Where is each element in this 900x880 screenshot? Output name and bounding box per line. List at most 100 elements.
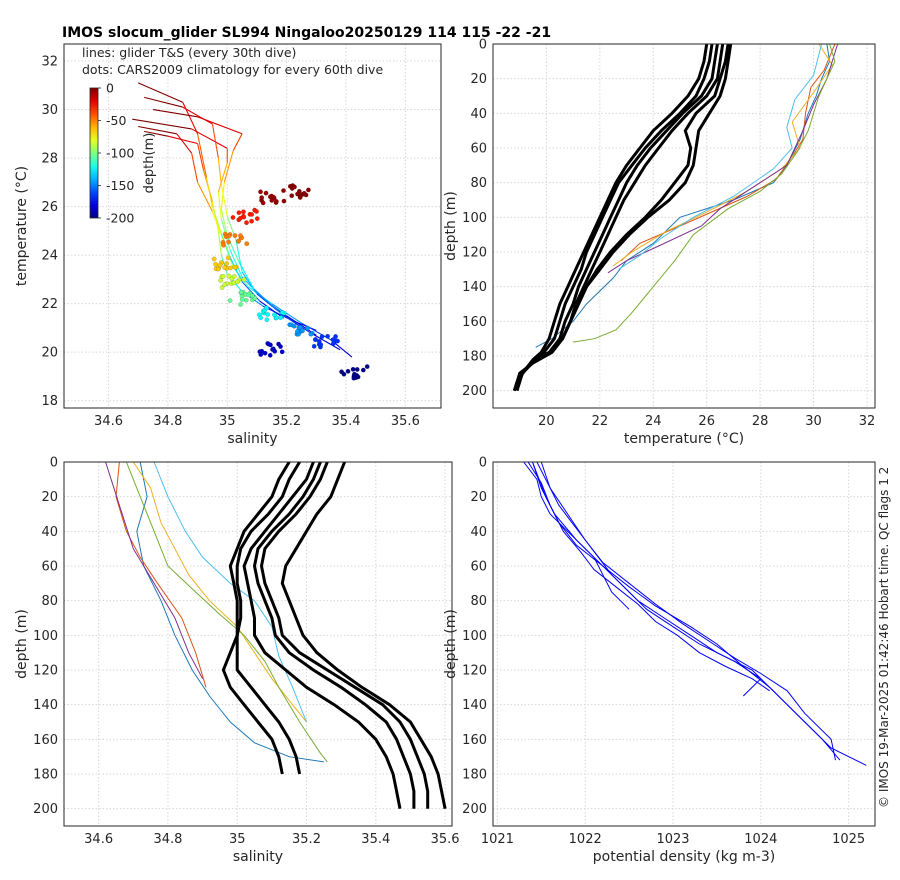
climatology-dot — [312, 337, 318, 343]
climatology-dot — [238, 302, 243, 307]
climatology-dot — [254, 216, 260, 222]
climatology-dot — [232, 264, 238, 270]
glider-ts-segment — [220, 233, 231, 258]
x-axis-label: salinity — [233, 849, 283, 865]
climatology-dot — [273, 199, 279, 204]
colorbar-tick-label: -150 — [106, 178, 134, 193]
y-tick-label: 20 — [41, 346, 58, 361]
climatology-profile-line — [512, 43, 709, 392]
glider-ts-segment — [211, 123, 219, 159]
x-tick-label: 35.4 — [332, 414, 361, 429]
y-tick-label: 60 — [470, 142, 487, 157]
climatology-dot — [213, 261, 219, 267]
glider-ts-segment — [137, 82, 183, 103]
climatology-dot — [289, 193, 295, 199]
glider-ts-segment — [176, 133, 193, 154]
density-profile-line — [532, 461, 841, 761]
axes-box — [63, 43, 442, 409]
glider-ts-segment — [211, 211, 225, 244]
climatology-dot — [341, 371, 347, 377]
glider-ts-segment — [138, 125, 177, 135]
glider-ts-segment — [256, 293, 276, 309]
climatology-dot — [294, 329, 300, 334]
legend-line: dots: CARS2009 climatology for every 60t… — [82, 62, 383, 77]
y-tick-label: 200 — [462, 384, 487, 399]
y-tick-label: 120 — [462, 246, 487, 261]
glider-ts-segment — [217, 191, 222, 219]
y-tick-label: 40 — [470, 107, 487, 122]
climatology-profile-line — [221, 461, 291, 775]
legend-line: lines: glider T&S (every 30th dive) — [82, 45, 296, 60]
climatology-dot — [249, 212, 255, 217]
x-tick-label: 34.8 — [153, 414, 182, 429]
climatology-dot — [311, 343, 317, 349]
axes-box — [492, 43, 876, 409]
y-axis-label: depth (m) — [443, 609, 459, 679]
glider-ts-segment — [197, 116, 243, 135]
depth-colorbar: 0 -50 -100 -150 -200 depth(m) — [89, 81, 157, 226]
glider-profile-line — [607, 43, 839, 274]
density-profile-line — [532, 461, 630, 610]
y-tick-label: 80 — [41, 594, 58, 609]
climatology-dot — [300, 328, 305, 334]
y-tick-label: 28 — [41, 152, 58, 167]
climatology-dot — [236, 238, 241, 244]
climatology-profile-line — [537, 43, 714, 358]
y-tick-label: 180 — [462, 350, 487, 365]
climatology-dot — [287, 183, 293, 189]
glider-ts-segment — [223, 150, 234, 183]
y-tick-label: 80 — [470, 176, 487, 191]
climatology-dot — [241, 277, 247, 282]
climatology-dot — [345, 368, 351, 374]
x-tick-label: 30 — [805, 414, 822, 429]
climatology-profile-line — [242, 461, 402, 809]
chart-ts: 34.6 34.8 35 35.2 35.4 35.6 18 20 22 24 26 28 30 32 sa… — [14, 43, 442, 447]
x-tick-label: 24 — [645, 414, 662, 429]
glider-ts-segment — [191, 153, 199, 183]
axes-box — [492, 461, 876, 827]
y-tick-label: 120 — [33, 664, 58, 679]
climatology-dot — [278, 315, 284, 321]
density-profile-line — [540, 461, 836, 761]
y-tick-label: 140 — [462, 280, 487, 295]
climatology-dot — [351, 375, 357, 381]
climatology-dot — [220, 274, 226, 279]
x-tick-label: 35.6 — [391, 414, 420, 429]
colorbar-tick-label: -100 — [106, 146, 134, 161]
glider-ts-segment — [232, 133, 243, 152]
y-tick-label: 20 — [41, 490, 58, 505]
y-tick-label: 160 — [462, 733, 487, 748]
climatology-dot — [333, 334, 338, 339]
climatology-dot — [281, 198, 287, 204]
climatology-dot — [279, 310, 285, 315]
climatology-dot — [243, 297, 249, 303]
chart-tz: 20 22 24 26 28 30 32 0 20 40 60 80 100 120 140 160 180 20… — [443, 38, 876, 447]
climatology-dot — [217, 262, 223, 268]
climatology-profile-line — [252, 461, 416, 809]
copyright-side-text: © IMOS 19-Mar-2025 01:42:46 Hobart time.… — [877, 467, 891, 808]
chart-sz: 34.6 34.8 35 35.2 35.4 35.6 0 20 40 60 80 100 120 140… — [14, 456, 460, 866]
climatology-dot — [305, 187, 311, 193]
climatology-dot — [271, 194, 276, 200]
y-tick-label: 200 — [33, 802, 58, 817]
climatology-dot — [226, 239, 231, 245]
climatology-dot — [224, 261, 230, 266]
glider-ts-segment — [229, 250, 243, 278]
glider-ts-segment — [197, 143, 205, 171]
y-tick-label: 180 — [33, 768, 58, 783]
climatology-dot — [238, 233, 243, 239]
x-axis-label: salinity — [227, 431, 277, 447]
climatology-dot — [360, 367, 366, 373]
glider-ts-segment — [220, 184, 228, 217]
y-tick-label: 26 — [41, 200, 58, 215]
glider-profile-line — [115, 461, 207, 688]
glider-ts-segment — [232, 266, 249, 288]
glider-ts-segment — [280, 312, 311, 334]
x-tick-label: 35 — [229, 832, 246, 847]
y-tick-label: 24 — [41, 249, 58, 264]
y-tick-label: 0 — [479, 456, 487, 471]
y-tick-label: 20 — [470, 72, 487, 87]
axes-layer: 34.6 34.8 35 35.2 35.4 35.6 18 20 22 24 26 28 30 32 sa… — [14, 38, 876, 866]
axes-box — [63, 461, 453, 827]
climatology-dot — [267, 352, 273, 358]
